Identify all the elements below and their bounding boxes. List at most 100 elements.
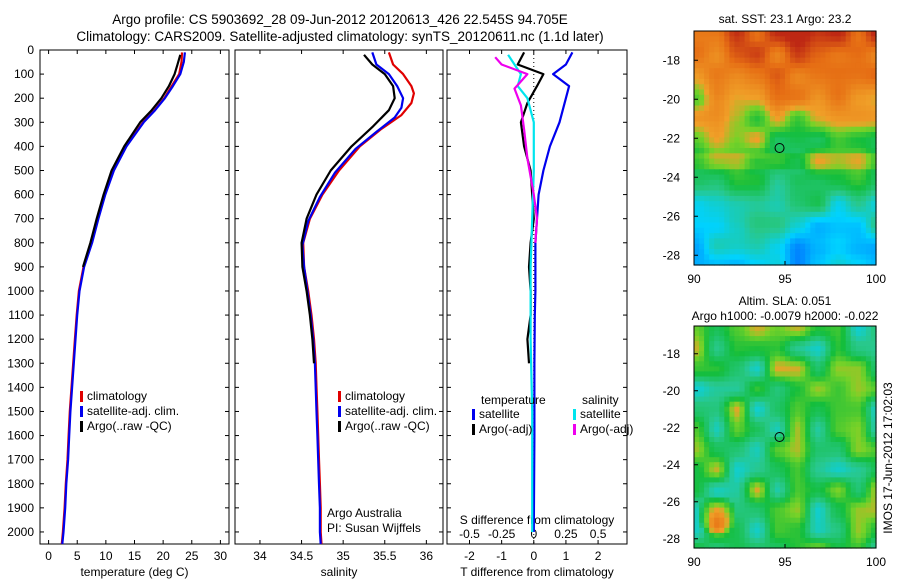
map-cell: [850, 116, 857, 122]
map-cell: [699, 527, 705, 534]
map-cell: [840, 452, 847, 458]
map-cell: [729, 537, 736, 544]
map-cell: [860, 259, 867, 266]
map-cell: [724, 522, 730, 529]
map-cell: [785, 137, 791, 144]
map-cell: [865, 386, 872, 393]
map-cell: [790, 507, 796, 514]
map-cell: [714, 47, 720, 53]
map-cell: [694, 100, 700, 106]
map-cell: [845, 416, 852, 423]
map-cell: [790, 366, 796, 372]
map-cell: [805, 94, 811, 101]
map-cell: [855, 57, 862, 64]
map-cell: [764, 227, 771, 234]
map-cell: [709, 432, 715, 438]
map-cell: [845, 336, 852, 342]
map-cell: [699, 137, 705, 144]
sla_map-x-tick-label: 90: [687, 555, 701, 569]
map-cell: [845, 142, 852, 149]
map-cell: [709, 497, 715, 504]
map-cell: [865, 447, 872, 453]
map-cell: [800, 366, 806, 372]
map-cell: [774, 249, 781, 255]
map-cell: [709, 502, 715, 509]
map-cell: [865, 411, 872, 418]
map-cell: [810, 401, 816, 408]
map-cell: [825, 361, 832, 367]
map-cell: [865, 73, 872, 80]
map-cell: [739, 336, 746, 342]
map-cell: [860, 195, 867, 202]
map-cell: [744, 57, 751, 64]
map-cell: [719, 185, 725, 192]
map-cell: [820, 391, 827, 398]
map-cell: [795, 158, 801, 165]
map-cell: [790, 492, 796, 499]
map-cell: [719, 452, 725, 458]
map-cell: [830, 211, 837, 218]
map-cell: [704, 361, 710, 367]
map-cell: [714, 211, 720, 218]
map-cell: [759, 497, 766, 504]
map-cell: [759, 185, 766, 192]
map-cell: [795, 238, 801, 245]
map-cell: [719, 132, 725, 138]
map-cell: [805, 467, 811, 473]
map-cell: [724, 238, 730, 245]
map-cell: [704, 41, 710, 48]
map-cell: [860, 233, 867, 239]
map-cell: [825, 57, 832, 64]
map-cell: [779, 179, 786, 186]
map-cell: [764, 437, 771, 443]
map-cell: [790, 543, 796, 549]
map-cell: [759, 158, 766, 165]
map-cell: [870, 326, 877, 332]
sst_map-float-position-marker: [774, 143, 785, 153]
map-cell: [860, 442, 867, 448]
map-cell: [795, 57, 801, 64]
map-cell: [749, 52, 756, 59]
map-cell: [769, 41, 776, 48]
map-cell: [719, 238, 725, 245]
map-cell: [850, 391, 857, 398]
map-cell: [845, 351, 852, 357]
map-cell: [749, 164, 756, 170]
map-cell: [729, 391, 736, 398]
map-cell: [865, 336, 872, 342]
map-cell: [800, 249, 806, 255]
map-cell: [694, 361, 700, 367]
map-cell: [815, 57, 821, 64]
map-cell: [694, 105, 700, 112]
map-cell: [815, 411, 821, 418]
map-cell: [805, 116, 811, 122]
map-cell: [870, 243, 877, 250]
map-cell: [749, 169, 756, 176]
map-cell: [699, 100, 705, 106]
map-cell: [870, 116, 877, 122]
map-cell: [810, 94, 816, 101]
map-cell: [855, 331, 862, 337]
map-cell: [810, 169, 816, 176]
map-cell: [729, 121, 736, 128]
map-cell: [769, 371, 776, 377]
map-cell: [830, 116, 837, 122]
map-cell: [774, 31, 781, 37]
map-cell: [845, 94, 852, 101]
map-cell: [704, 487, 710, 494]
map-cell: [759, 78, 766, 85]
map-cell: [779, 126, 786, 133]
temperature-x-tick-label: 30: [214, 549, 228, 563]
map-cell: [704, 153, 710, 160]
map-cell: [739, 467, 746, 473]
map-cell: [825, 452, 832, 458]
map-cell: [779, 78, 786, 85]
map-cell: [840, 254, 847, 261]
temperature-legend-label: satellite-adj. clim.: [87, 404, 179, 418]
map-cell: [865, 105, 872, 112]
map-cell: [739, 78, 746, 85]
map-cell: [764, 137, 771, 144]
map-cell: [774, 482, 781, 488]
map-cell: [729, 527, 736, 534]
map-cell: [795, 366, 801, 372]
